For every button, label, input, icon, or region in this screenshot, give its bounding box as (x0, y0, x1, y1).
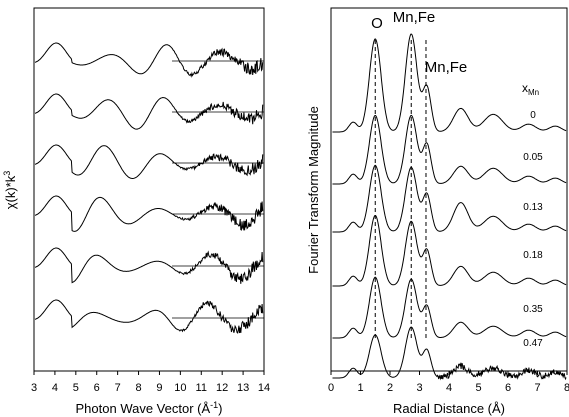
left-xlabel-main: Photon Wave Vector (Å (76, 401, 211, 416)
right-dashed-guides (374, 40, 427, 340)
left-series-line (34, 42, 264, 78)
right-curves (332, 33, 567, 381)
right-x-ticks: 0 1 2 3 4 5 6 7 8 (328, 371, 569, 394)
right-x-tick-label: 1 (357, 382, 363, 394)
left-xlabel: Photon Wave Vector (Å-1) (76, 400, 223, 416)
right-series-line (332, 164, 567, 233)
right-ylabel: Fourier Transform Magnitude (306, 106, 321, 274)
right-peak-annotations: O Mn,Fe Mn,Fe (371, 9, 467, 76)
left-series-line (34, 144, 264, 179)
left-ylabel-main: χ(k)*k (3, 175, 18, 209)
right-series-labels: 0 0.05 0.13 0.18 0.35 0.47 (523, 110, 543, 349)
peak-annotation: Mn,Fe (425, 59, 468, 76)
right-x-tick-label: 8 (564, 382, 569, 394)
left-series-line (34, 195, 264, 232)
peak-annotation: O (371, 15, 383, 32)
right-x-tick-label: 0 (328, 382, 334, 394)
right-x-tick-label: 3 (416, 382, 422, 394)
left-chart: 3 4 5 6 7 8 9 10 11 12 13 14 Photon Wave Vector (Å-… (2, 7, 270, 416)
right-series-line (332, 33, 567, 133)
left-baselines (172, 60, 264, 319)
left-ylabel: χ(k)*k3 (2, 171, 18, 210)
left-x-tick-label: 12 (216, 382, 228, 394)
left-x-tick-label: 6 (94, 382, 100, 394)
right-series-line (332, 326, 567, 381)
left-x-tick-label: 3 (31, 382, 37, 394)
left-x-tick-label: 10 (174, 382, 186, 394)
left-x-ticks: 3 4 5 6 7 8 9 10 11 12 13 14 (31, 371, 270, 394)
right-x-tick-label: 7 (534, 382, 540, 394)
legend-title-sub: Mn (528, 88, 539, 97)
left-plot-frame (33, 7, 265, 372)
left-x-tick-label: 14 (258, 382, 270, 394)
left-xlabel-sup: -1 (210, 400, 218, 410)
left-curves (34, 42, 264, 334)
right-x-tick-label: 5 (475, 382, 481, 394)
right-x-tick-label: 2 (387, 382, 393, 394)
right-chart: 0 1 2 3 4 5 6 7 8 0 0.05 0.13 0.18 0.35 0.47 O Mn,Fe Mn… (306, 7, 569, 416)
left-x-tick-label: 9 (156, 382, 162, 394)
left-x-tick-label: 13 (237, 382, 249, 394)
right-series-line (332, 215, 567, 287)
series-label: 0 (530, 110, 536, 121)
right-series-line (332, 114, 567, 185)
right-xlabel: Radial Distance (Å) (393, 401, 505, 416)
peak-annotation: Mn,Fe (393, 9, 436, 26)
left-x-tick-label: 7 (115, 382, 121, 394)
right-series-line (332, 276, 567, 339)
left-xlabel-close: ) (218, 401, 222, 416)
right-x-tick-label: 4 (446, 382, 452, 394)
right-x-tick-label: 6 (505, 382, 511, 394)
series-label: 0.35 (523, 304, 543, 315)
left-x-tick-label: 5 (73, 382, 79, 394)
series-label: 0.18 (523, 250, 543, 261)
left-series-line (34, 93, 264, 130)
left-ylabel-sup: 3 (2, 171, 12, 176)
left-series-line (34, 247, 264, 284)
left-x-tick-label: 11 (196, 382, 207, 394)
series-label: 0.13 (523, 202, 543, 213)
left-series-line (34, 299, 264, 334)
left-x-tick-label: 8 (135, 382, 141, 394)
left-x-tick-label: 4 (52, 382, 58, 394)
series-label: 0.47 (523, 338, 543, 349)
legend-title: xMn (522, 81, 539, 97)
series-label: 0.05 (523, 152, 543, 163)
legend-title-main: x (522, 81, 528, 95)
